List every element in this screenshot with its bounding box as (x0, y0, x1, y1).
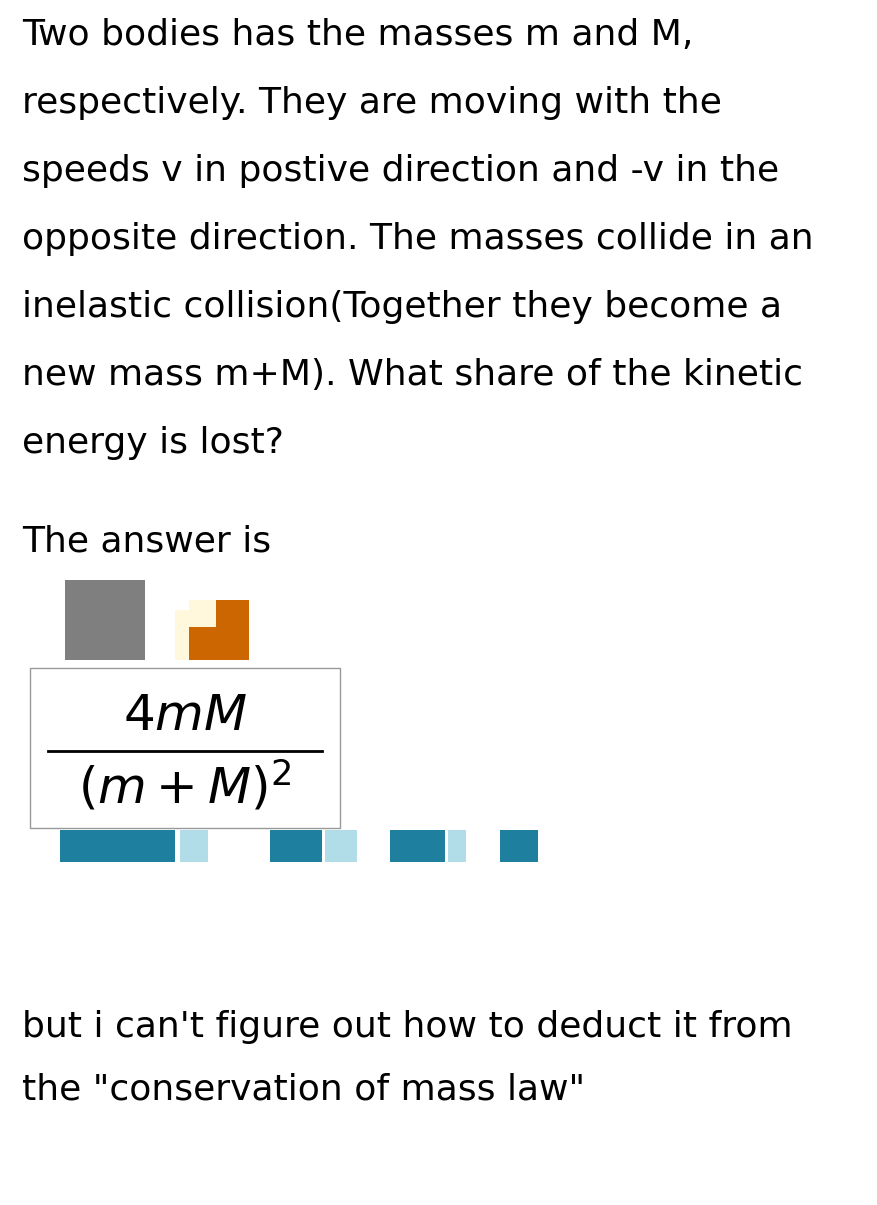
Text: new mass m+M). What share of the kinetic: new mass m+M). What share of the kinetic (22, 358, 803, 392)
Text: $4mM$: $4mM$ (123, 692, 247, 740)
Bar (180, 830, 208, 862)
Text: speeds v in postive direction and -v in the: speeds v in postive direction and -v in … (22, 154, 779, 188)
Bar (270, 830, 322, 862)
Text: opposite direction. The masses collide in an: opposite direction. The masses collide i… (22, 222, 814, 255)
Bar (65, 580, 145, 660)
Bar (448, 830, 466, 862)
Bar (175, 611, 225, 660)
Bar (189, 600, 249, 660)
Bar (500, 830, 538, 862)
Bar (60, 830, 175, 862)
Bar (390, 830, 445, 862)
Text: inelastic collision(Together they become a: inelastic collision(Together they become… (22, 290, 782, 324)
Text: $(m + M)^2$: $(m + M)^2$ (78, 759, 292, 813)
Text: the "conservation of mass law": the "conservation of mass law" (22, 1072, 585, 1106)
Text: The answer is: The answer is (22, 524, 271, 558)
Text: energy is lost?: energy is lost? (22, 427, 284, 460)
Bar (30, 668, 340, 828)
Text: respectively. They are moving with the: respectively. They are moving with the (22, 86, 722, 120)
Text: Two bodies has the masses m and M,: Two bodies has the masses m and M, (22, 18, 694, 52)
Bar (189, 600, 216, 628)
Bar (325, 830, 357, 862)
Text: but i can't figure out how to deduct it from: but i can't figure out how to deduct it … (22, 1010, 793, 1044)
